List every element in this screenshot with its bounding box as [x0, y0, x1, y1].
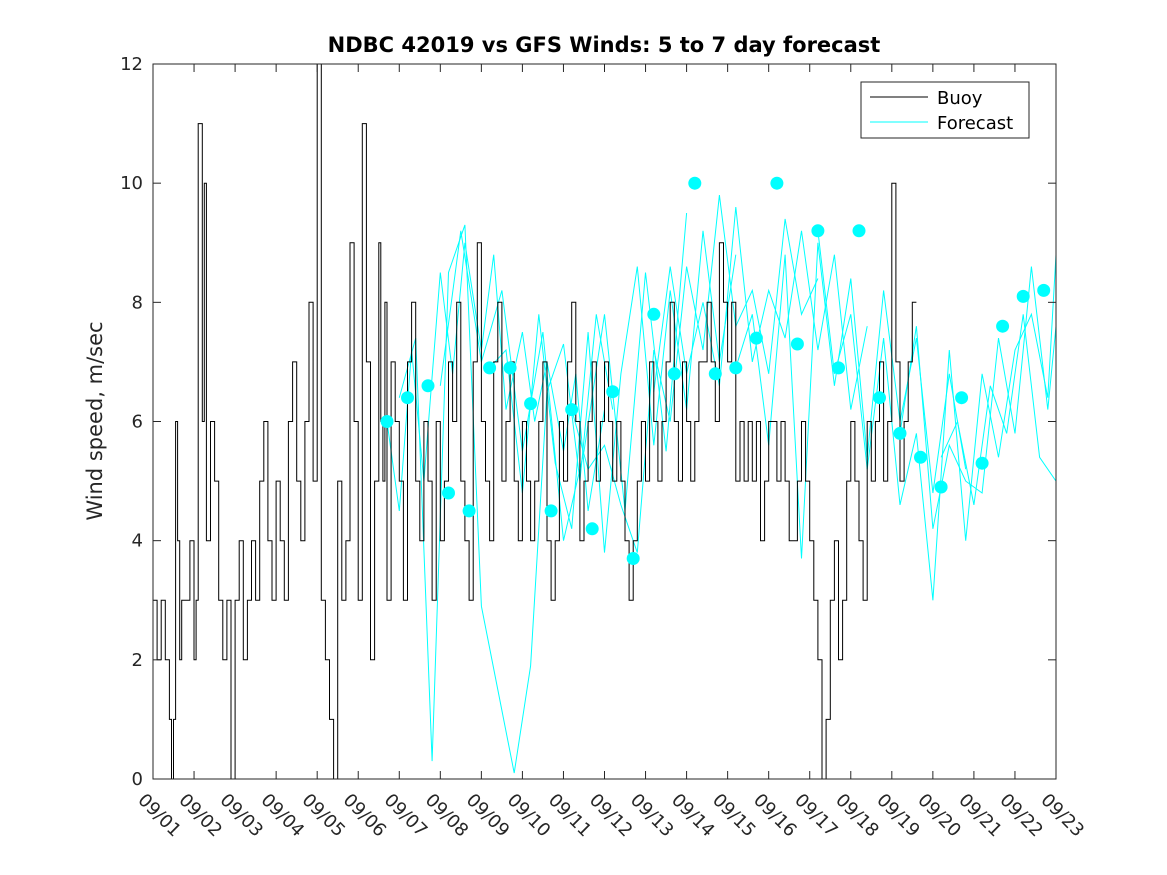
legend-buoy-label: Buoy — [937, 88, 983, 109]
forecast-marker — [667, 367, 681, 381]
forecast-marker — [975, 456, 989, 470]
forecast-marker — [544, 504, 558, 518]
y-axis-label: Wind speed, m/sec — [83, 321, 107, 520]
forecast-marker — [914, 450, 927, 464]
forecast-marker — [442, 486, 455, 500]
y-tick-label: 4 — [132, 531, 143, 552]
y-tick-label: 6 — [132, 412, 143, 433]
forecast-marker — [462, 504, 476, 518]
forecast-marker — [585, 522, 599, 536]
forecast-run-line — [940, 314, 1057, 505]
legend-box — [860, 81, 1030, 139]
forecast-run-line — [653, 206, 868, 410]
forecast-marker — [811, 224, 825, 238]
forecast-marker — [401, 391, 414, 405]
y-tick-label: 8 — [132, 292, 143, 313]
forecast-marker — [503, 361, 517, 375]
forecast-marker — [708, 367, 722, 381]
y-tick-label: 10 — [120, 173, 143, 194]
forecast-marker — [749, 331, 763, 345]
forecast-marker — [729, 361, 743, 375]
forecast-marker — [483, 361, 497, 375]
forecast-marker — [955, 391, 969, 405]
forecast-marker — [565, 403, 579, 417]
forecast-run-line — [899, 266, 1057, 529]
forecast-marker — [1016, 289, 1030, 303]
forecast-marker — [524, 397, 538, 411]
chart-title: NDBC 42019 vs GFS Winds: 5 to 7 day fore… — [328, 33, 881, 57]
y-tick-label: 0 — [132, 769, 143, 790]
buoy-series-group — [153, 63, 917, 780]
legend-forecast-label: Forecast — [937, 113, 1013, 134]
forecast-marker — [893, 426, 907, 440]
forecast-marker — [1037, 283, 1051, 297]
forecast-marker — [770, 176, 784, 190]
forecast-run-line — [735, 242, 967, 559]
forecast-marker — [852, 224, 866, 238]
buoy-line — [153, 63, 917, 780]
forecast-marker — [790, 337, 804, 351]
forecast-marker — [996, 319, 1010, 333]
forecast-marker — [421, 379, 435, 393]
forecast-marker — [688, 176, 702, 190]
forecast-marker — [873, 391, 886, 405]
forecast-marker — [647, 307, 661, 321]
forecast-marker — [934, 480, 948, 494]
legend: Buoy Forecast — [860, 81, 1030, 139]
forecast-markers-group — [380, 176, 1051, 565]
forecast-marker — [380, 415, 394, 428]
forecast-marker — [626, 552, 640, 565]
y-tick-label: 12 — [120, 54, 143, 75]
forecast-marker — [606, 385, 620, 399]
forecast-run-line — [817, 230, 1057, 601]
y-tick-label: 2 — [132, 650, 143, 671]
forecast-marker — [832, 361, 845, 375]
y-axis: 0 2 4 6 8 10 12 — [120, 54, 1056, 790]
